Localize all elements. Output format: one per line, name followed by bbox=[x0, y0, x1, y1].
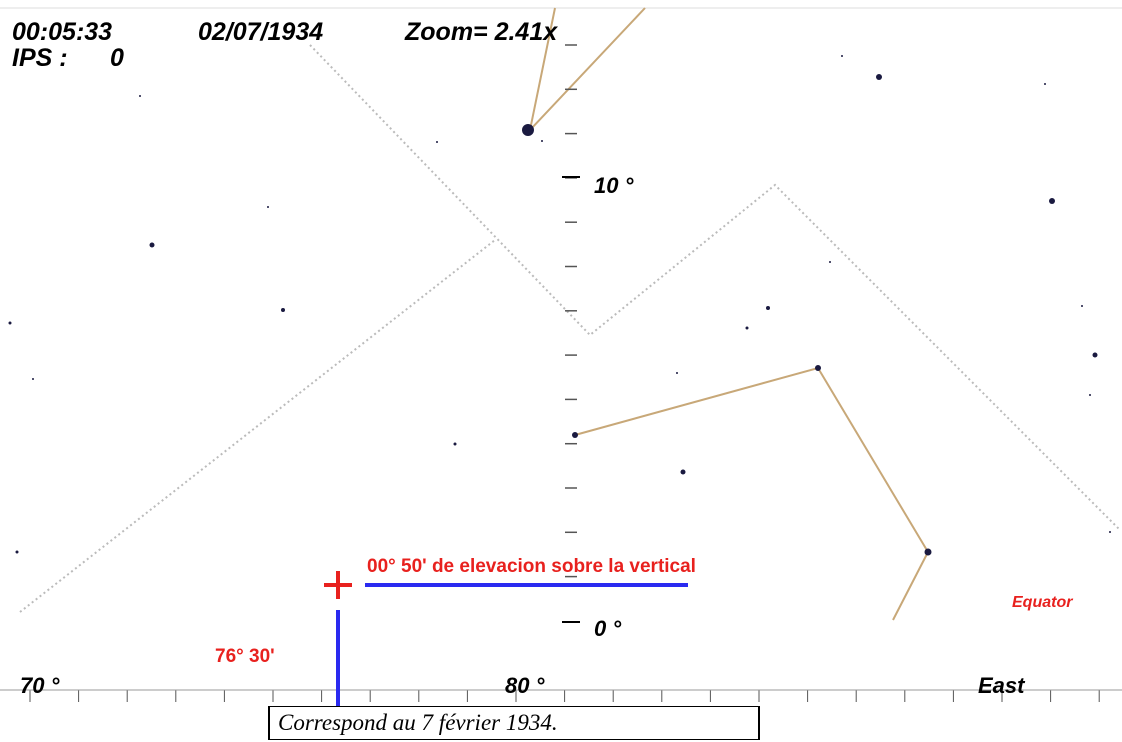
star bbox=[522, 124, 534, 136]
star bbox=[1044, 83, 1046, 85]
ra-label: 70 ° bbox=[20, 673, 60, 698]
star bbox=[572, 432, 578, 438]
stars bbox=[8, 55, 1111, 556]
star bbox=[745, 326, 749, 330]
star bbox=[841, 55, 843, 57]
star bbox=[149, 242, 155, 248]
background bbox=[0, 0, 1122, 706]
star bbox=[924, 548, 932, 556]
star bbox=[766, 306, 770, 310]
star bbox=[1081, 305, 1083, 307]
dec-label: 0 ° bbox=[594, 616, 621, 641]
star bbox=[829, 261, 831, 263]
ra-label: 80 ° bbox=[505, 673, 545, 698]
star bbox=[436, 141, 438, 143]
star bbox=[815, 365, 821, 371]
star bbox=[15, 550, 19, 554]
constellation-line bbox=[574, 366, 930, 621]
sky-view: 00:05:33 IPS : 0 02/07/1934 Zoom= 2.41x … bbox=[0, 0, 1122, 706]
star bbox=[1049, 198, 1055, 204]
star bbox=[676, 372, 678, 374]
star bbox=[680, 469, 686, 475]
star bbox=[541, 140, 543, 142]
date: 02/07/1934 bbox=[198, 18, 323, 46]
ra-ticks bbox=[29, 690, 1100, 702]
ips-label: IPS : bbox=[12, 44, 68, 72]
star bbox=[267, 206, 269, 208]
equator-label: Equator bbox=[1012, 594, 1073, 611]
star bbox=[453, 442, 457, 446]
star bbox=[876, 74, 882, 80]
star bbox=[1089, 394, 1091, 396]
dec-ticks bbox=[565, 44, 577, 578]
star bbox=[1092, 352, 1098, 358]
caption: Correspond au 7 février 1934. bbox=[268, 706, 760, 740]
star bbox=[281, 308, 285, 312]
direction-label: East bbox=[978, 673, 1026, 698]
star bbox=[32, 378, 34, 380]
ips-value: 0 bbox=[110, 44, 124, 72]
azimuth-note: 76° 30' bbox=[215, 646, 275, 667]
star bbox=[8, 321, 12, 325]
elevation-note: 00° 50' de elevacion sobre la vertical bbox=[367, 556, 696, 577]
time: 00:05:33 bbox=[12, 18, 112, 46]
dec-label: 10 ° bbox=[594, 173, 634, 198]
zoom: Zoom= 2.41x bbox=[404, 18, 558, 46]
star bbox=[1109, 531, 1111, 533]
ecliptic-line bbox=[309, 44, 1121, 531]
grid-line bbox=[19, 239, 496, 613]
star bbox=[139, 95, 141, 97]
